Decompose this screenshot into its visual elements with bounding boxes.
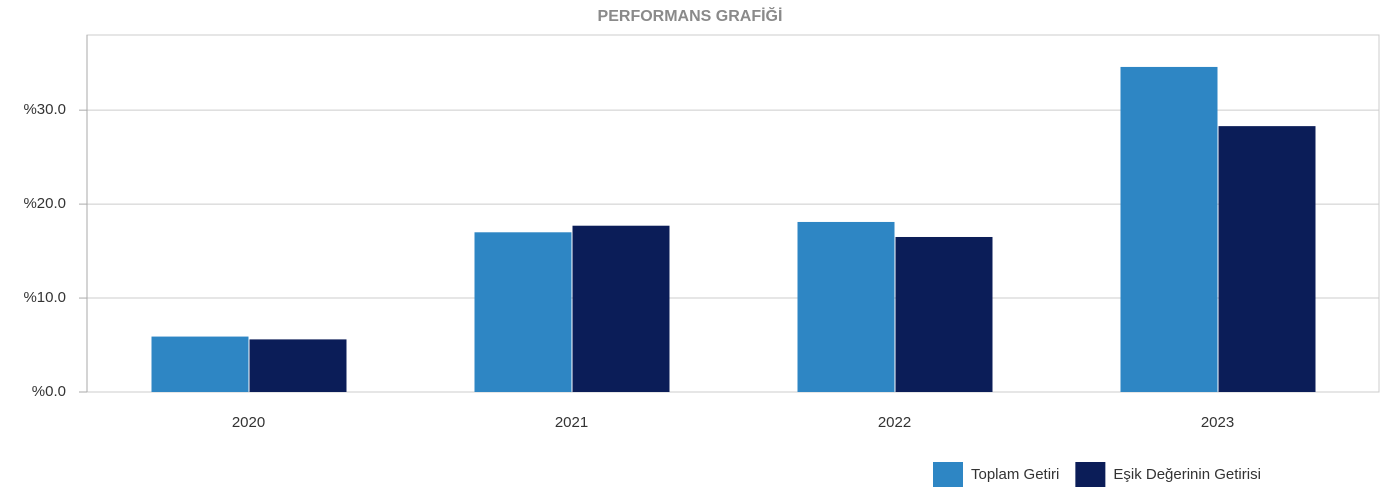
legend-label: Toplam Getiri — [971, 466, 1059, 483]
chart-title: PERFORMANS GRAFİĞİ — [598, 6, 783, 25]
bar — [474, 232, 572, 392]
legend-swatch — [1075, 462, 1106, 487]
y-tick-label: %0.0 — [32, 383, 66, 400]
bar — [151, 336, 249, 392]
legend-label: Eşik Değerinin Getirisi — [1113, 466, 1261, 483]
x-tick-label: 2021 — [555, 414, 588, 431]
bar — [249, 339, 347, 392]
x-tick-label: 2020 — [232, 414, 265, 431]
bar — [1120, 66, 1218, 392]
bar — [895, 236, 993, 392]
bar — [572, 225, 670, 392]
x-tick-label: 2022 — [878, 414, 911, 431]
y-tick-label: %10.0 — [23, 289, 66, 306]
x-tick-label: 2023 — [1201, 414, 1234, 431]
y-tick-label: %30.0 — [23, 101, 66, 118]
y-tick-label: %20.0 — [23, 195, 66, 212]
bar — [1218, 126, 1316, 393]
bar — [797, 221, 895, 392]
legend-swatch — [933, 462, 963, 487]
